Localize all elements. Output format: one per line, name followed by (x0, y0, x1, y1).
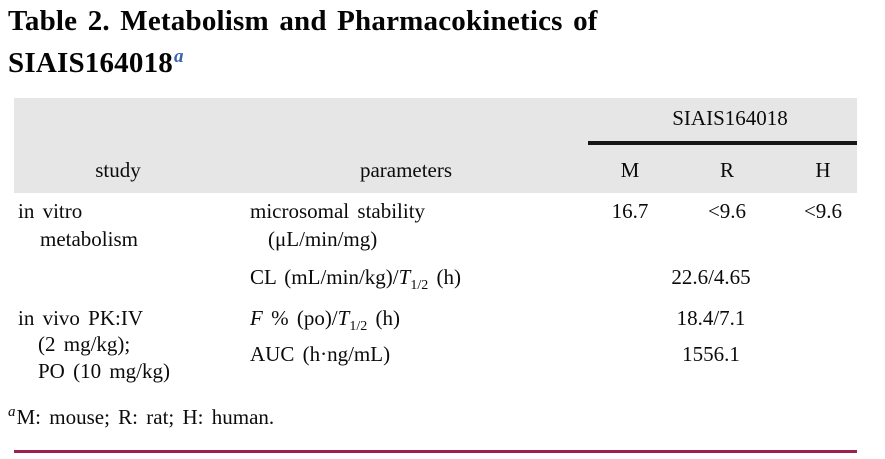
study-invivo-line1: in vivo PK:IV (18, 306, 144, 330)
value-f-halflife: 18.4/7.1 (676, 306, 746, 330)
table-footnote: aM: mouse; R: rat; H: human. (8, 399, 274, 430)
param-f-t: T (337, 306, 350, 330)
group-header: SIAIS164018 (672, 106, 788, 130)
param-cl-pre: CL (mL/min/kg)/ (250, 265, 399, 289)
group-header-rule (588, 141, 857, 145)
param-f-symbol: F (250, 306, 263, 330)
column-header-parameters: parameters (359, 158, 453, 182)
value-auc: 1556.1 (682, 342, 740, 366)
study-invivo-line2: (2 mg/kg); (38, 332, 131, 356)
footnote-marker: a (8, 404, 16, 420)
column-header-study: study (95, 158, 141, 182)
param-f-pre: % (po)/ (262, 306, 338, 330)
value-cl-halflife: 22.6/4.65 (671, 265, 751, 289)
param-f-post: (h) (367, 306, 400, 330)
column-header-r: R (719, 158, 735, 182)
study-invitro-line1: in vitro (18, 199, 83, 223)
param-microsomal-stability: microsomal stability (250, 199, 426, 223)
study-invitro-line2: metabolism (40, 227, 138, 251)
param-cl-halflife: CL (mL/min/kg)/T1/2 (h) (250, 265, 461, 298)
table-title-line1: Table 2. Metabolism and Pharmacokinetics… (8, 5, 598, 37)
param-f-sub: 1/2 (349, 319, 368, 334)
table-header-band (14, 98, 857, 193)
bottom-rule (14, 450, 857, 453)
value-microsomal-human: <9.6 (803, 199, 843, 223)
compound-id: SIAIS164018 (8, 47, 173, 79)
study-invivo-line3: PO (10 mg/kg) (38, 359, 170, 383)
column-header-m: M (620, 158, 640, 182)
param-cl-t: T (398, 265, 411, 289)
title-footnote-marker: a (173, 46, 184, 67)
footnote-text: M: mouse; R: rat; H: human. (16, 405, 275, 429)
param-cl-sub: 1/2 (410, 278, 429, 293)
param-f-halflife: F % (po)/T1/2 (h) (250, 306, 400, 339)
table-title-line2: SIAIS164018a (8, 39, 598, 81)
column-header-h: H (815, 158, 831, 182)
value-microsomal-mouse: 16.7 (611, 199, 649, 223)
param-microsomal-units: (μL/min/mg) (268, 227, 378, 251)
value-microsomal-rat: <9.6 (707, 199, 747, 223)
param-cl-post: (h) (428, 265, 461, 289)
param-auc: AUC (h·ng/mL) (250, 342, 391, 366)
table-title: Table 2. Metabolism and Pharmacokinetics… (8, 4, 598, 81)
